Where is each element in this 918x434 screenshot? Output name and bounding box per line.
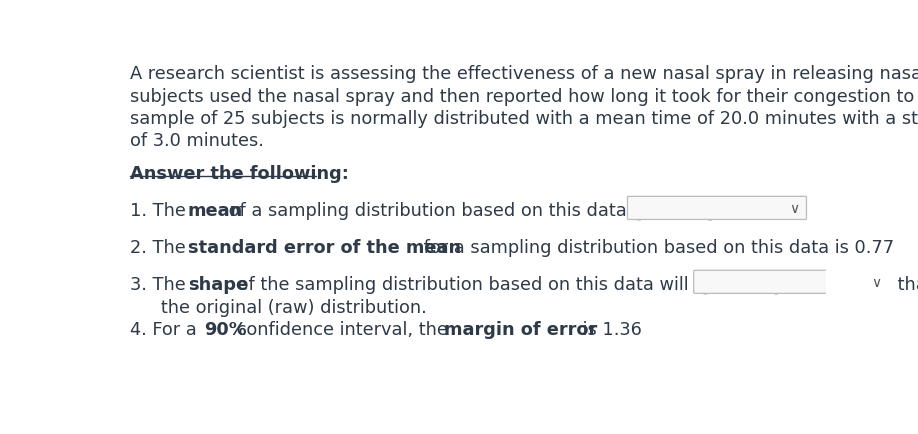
Text: of the sampling distribution based on this data will be: of the sampling distribution based on th… — [232, 276, 716, 293]
Text: standard error of the mean: standard error of the mean — [187, 239, 461, 257]
Text: 4. For a: 4. For a — [130, 320, 203, 338]
Text: than: than — [891, 276, 918, 293]
Text: Answer the following:: Answer the following: — [130, 165, 349, 183]
Text: of a sampling distribution based on this data is: of a sampling distribution based on this… — [223, 202, 646, 220]
Text: for a sampling distribution based on this data is 0.77: for a sampling distribution based on thi… — [418, 239, 894, 257]
Text: confidence interval, the: confidence interval, the — [230, 320, 453, 338]
FancyBboxPatch shape — [627, 197, 807, 220]
FancyBboxPatch shape — [694, 271, 889, 294]
Text: shape: shape — [187, 276, 248, 293]
Text: margin of error: margin of error — [443, 320, 597, 338]
Text: [ Select ]: [ Select ] — [702, 277, 779, 295]
Text: ∨: ∨ — [871, 275, 881, 289]
Text: the original (raw) distribution.: the original (raw) distribution. — [144, 298, 427, 316]
Text: 3. The: 3. The — [130, 276, 192, 293]
Text: ∨: ∨ — [789, 201, 800, 215]
Text: 2. The: 2. The — [130, 239, 192, 257]
Text: 1. The: 1. The — [130, 202, 192, 220]
Text: 90%: 90% — [204, 320, 247, 338]
Text: [ Select ]: [ Select ] — [635, 204, 713, 221]
Text: is 1.36: is 1.36 — [577, 320, 642, 338]
Text: subjects used the nasal spray and then reported how long it took for their conge: subjects used the nasal spray and then r… — [130, 87, 918, 105]
Text: mean: mean — [187, 202, 243, 220]
Text: of 3.0 minutes.: of 3.0 minutes. — [130, 132, 264, 150]
Text: sample of 25 subjects is normally distributed with a mean time of 20.0 minutes w: sample of 25 subjects is normally distri… — [130, 110, 918, 128]
Text: A research scientist is assessing the effectiveness of a new nasal spray in rele: A research scientist is assessing the ef… — [130, 65, 918, 83]
